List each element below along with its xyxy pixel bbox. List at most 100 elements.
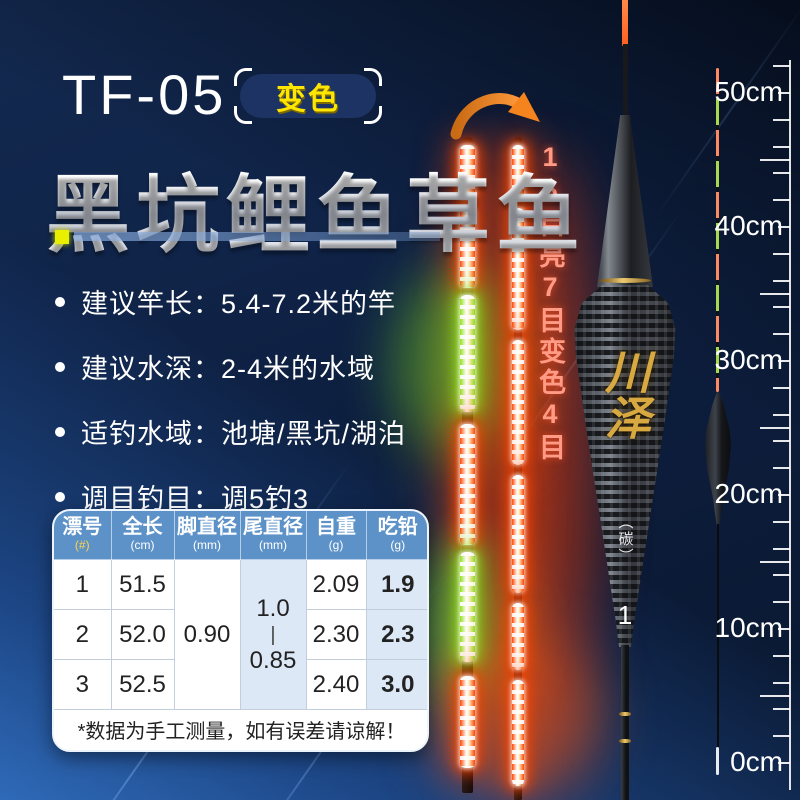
ruler-tick bbox=[773, 735, 790, 738]
column-header: 脚直径 (mm) bbox=[173, 511, 241, 560]
ruler-tick bbox=[778, 628, 790, 630]
led-segment-red bbox=[512, 680, 524, 786]
cell-lead: 2.3 bbox=[365, 609, 427, 660]
column-header: 吃铅 (g) bbox=[365, 511, 427, 560]
led-segment-red bbox=[512, 208, 524, 330]
small-float-tip bbox=[716, 747, 719, 775]
ruler-tick bbox=[773, 333, 790, 336]
ruler-tick bbox=[773, 386, 790, 389]
ruler-tick bbox=[760, 293, 790, 295]
led-segment-red bbox=[460, 676, 475, 768]
small-float bbox=[700, 0, 736, 800]
float-brand-text: 川泽 bbox=[598, 348, 652, 440]
cell-length: 52.0 bbox=[110, 609, 175, 660]
led-segment-red bbox=[512, 145, 524, 200]
ruler: 0cm 10cm 20cm 30cm 40cm 50cm bbox=[700, 50, 792, 798]
spec-item: 适钓水域：池塘/黑坑/湖泊 bbox=[55, 412, 406, 451]
badge-corner bbox=[364, 68, 382, 86]
float-leg-ring bbox=[619, 739, 631, 743]
ruler-label: 50cm bbox=[714, 76, 783, 107]
badge-pill: 变色 bbox=[240, 74, 376, 118]
cell-length: 51.5 bbox=[110, 559, 175, 610]
float-material-text: （碳） bbox=[616, 514, 634, 565]
ruler-tick bbox=[760, 695, 790, 697]
ruler-tick bbox=[778, 494, 790, 496]
ruler-label: 20cm bbox=[714, 478, 783, 509]
badge-label: 变色 bbox=[276, 83, 340, 116]
ruler-tick bbox=[760, 159, 790, 161]
table-note-row: *数据为手工测量，如有误差请谅解！ bbox=[54, 709, 427, 750]
badge-corner bbox=[234, 106, 252, 124]
bullet-dot-icon bbox=[55, 296, 65, 307]
ruler-tick bbox=[773, 145, 790, 148]
column-header: 全长 (cm) bbox=[110, 511, 175, 560]
ruler-tick bbox=[773, 199, 790, 202]
bullet-dot-icon bbox=[55, 426, 65, 437]
float-leg bbox=[621, 645, 629, 800]
column-header: 尾直径 (mm) bbox=[239, 511, 307, 560]
curved-arrow-icon bbox=[450, 84, 550, 142]
ruler-tick bbox=[773, 654, 790, 657]
big-float: 川泽 （碳） 1 bbox=[565, 0, 685, 800]
spec-text: 适钓水域：池塘/黑坑/湖泊 bbox=[81, 419, 407, 449]
led-segment-red bbox=[512, 340, 524, 465]
cell-weight: 2.30 bbox=[305, 609, 367, 660]
spec-item: 建议竿长：5.4-7.2米的竿 bbox=[55, 282, 406, 321]
page-title: 黑坑鲤鱼草鱼 bbox=[46, 148, 586, 269]
accent-square bbox=[55, 230, 69, 244]
ruler-tick bbox=[773, 279, 790, 282]
table-row: 1 51.5 0.90 1.0 | 0.85 2.09 1.9 bbox=[54, 559, 427, 710]
ruler-tick bbox=[778, 226, 790, 228]
ruler-tick bbox=[773, 252, 790, 255]
cell-length: 52.5 bbox=[110, 659, 175, 710]
ruler-tick bbox=[773, 467, 790, 470]
cell-lead: 1.9 bbox=[365, 559, 427, 610]
float-size-number: 1 bbox=[617, 600, 633, 630]
ruler-label: 40cm bbox=[714, 210, 783, 241]
ruler-tick bbox=[778, 762, 790, 764]
cell-weight: 2.40 bbox=[305, 659, 367, 710]
float-antenna-stem bbox=[623, 44, 628, 119]
led-annotation: 15目亮7目变色4目 bbox=[535, 142, 565, 464]
ruler-tick bbox=[773, 708, 790, 711]
led-tail-right bbox=[514, 137, 522, 800]
led-segment-red bbox=[512, 603, 524, 670]
ruler-line bbox=[789, 60, 791, 790]
badge-corner bbox=[234, 68, 252, 86]
led-segment-red bbox=[460, 207, 475, 288]
ruler-tick bbox=[773, 520, 790, 523]
ruler-tick bbox=[760, 427, 790, 429]
spec-table: 漂号 (#) 全长 (cm) 脚直径 (mm) 尾直径 (mm) 自重 (g) 吃铅 (g)… bbox=[54, 511, 427, 750]
column-header: 漂号 (#) bbox=[54, 511, 112, 560]
float-gold-ring bbox=[599, 278, 651, 283]
accent-line bbox=[74, 232, 440, 241]
ruler-tick bbox=[773, 440, 790, 443]
ruler-tick bbox=[773, 65, 790, 68]
ruler-tick bbox=[773, 681, 790, 684]
ruler-label: 30cm bbox=[714, 344, 783, 375]
cell-no: 2 bbox=[54, 609, 112, 660]
ruler-tick bbox=[773, 601, 790, 604]
cell-tail-diameter: 1.0 | 0.85 bbox=[239, 559, 307, 710]
red-glow bbox=[518, 150, 593, 800]
ruler-tick bbox=[778, 92, 790, 94]
cell-lead: 3.0 bbox=[365, 659, 427, 710]
ruler-label: 10cm bbox=[714, 612, 783, 643]
spec-text: 建议水深：2-4米的水域 bbox=[81, 354, 376, 384]
color-change-badge: 变色 bbox=[234, 68, 382, 124]
cell-foot-diameter: 0.90 bbox=[173, 559, 241, 710]
model-number: TF-05 bbox=[62, 63, 227, 126]
ruler-tick bbox=[778, 360, 790, 362]
cell-no: 3 bbox=[54, 659, 112, 710]
ruler-tick bbox=[760, 561, 790, 563]
ruler-label: 0cm bbox=[730, 746, 783, 777]
float-antenna-tip bbox=[622, 0, 628, 46]
spec-item: 建议水深：2-4米的水域 bbox=[55, 347, 406, 386]
led-segment-green bbox=[460, 552, 475, 662]
led-segment-red bbox=[512, 475, 524, 593]
bullet-dot-icon bbox=[55, 361, 65, 372]
ruler-tick bbox=[773, 306, 790, 309]
bullet-dot-icon bbox=[55, 491, 65, 502]
